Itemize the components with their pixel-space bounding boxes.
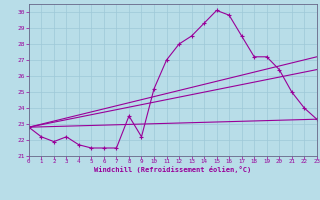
X-axis label: Windchill (Refroidissement éolien,°C): Windchill (Refroidissement éolien,°C) [94,166,252,173]
